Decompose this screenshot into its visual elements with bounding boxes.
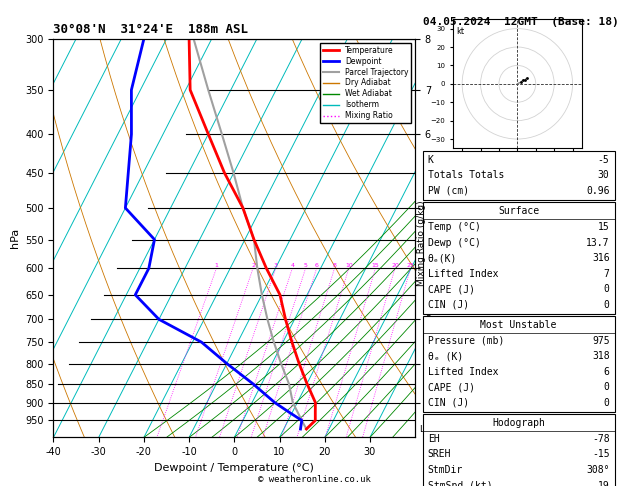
Text: 15: 15 xyxy=(372,263,379,268)
Text: 7: 7 xyxy=(604,269,610,278)
Text: 6: 6 xyxy=(604,367,610,377)
Text: 3: 3 xyxy=(274,263,277,268)
Text: CAPE (J): CAPE (J) xyxy=(428,284,475,294)
Text: 8: 8 xyxy=(333,263,337,268)
X-axis label: Dewpoint / Temperature (°C): Dewpoint / Temperature (°C) xyxy=(154,463,314,473)
Text: 0: 0 xyxy=(604,382,610,392)
Text: 1: 1 xyxy=(214,263,218,268)
Text: 975: 975 xyxy=(592,336,610,346)
Text: StmDir: StmDir xyxy=(428,465,463,475)
Text: 2: 2 xyxy=(251,263,255,268)
Text: kt: kt xyxy=(457,27,465,36)
Text: -15: -15 xyxy=(592,450,610,459)
Text: SREH: SREH xyxy=(428,450,451,459)
Text: StmSpd (kt): StmSpd (kt) xyxy=(428,481,493,486)
Text: Lifted Index: Lifted Index xyxy=(428,367,498,377)
Text: -5: -5 xyxy=(598,155,610,165)
Text: 13.7: 13.7 xyxy=(586,238,610,247)
Text: 5: 5 xyxy=(304,263,308,268)
Text: Dewp (°C): Dewp (°C) xyxy=(428,238,481,247)
Text: Totals Totals: Totals Totals xyxy=(428,171,504,180)
Text: CIN (J): CIN (J) xyxy=(428,300,469,310)
Text: 4: 4 xyxy=(291,263,294,268)
Text: 0: 0 xyxy=(604,284,610,294)
Text: Most Unstable: Most Unstable xyxy=(481,320,557,330)
Text: LCL: LCL xyxy=(419,424,435,434)
Text: 25: 25 xyxy=(406,263,415,268)
Text: 318: 318 xyxy=(592,351,610,361)
Text: Surface: Surface xyxy=(498,207,539,216)
Text: EH: EH xyxy=(428,434,440,444)
Text: θₑ(K): θₑ(K) xyxy=(428,253,457,263)
Text: -78: -78 xyxy=(592,434,610,444)
Text: PW (cm): PW (cm) xyxy=(428,186,469,196)
Text: 10: 10 xyxy=(345,263,353,268)
Text: 20: 20 xyxy=(391,263,399,268)
Text: θₑ (K): θₑ (K) xyxy=(428,351,463,361)
Text: 6: 6 xyxy=(314,263,318,268)
Text: 0: 0 xyxy=(604,300,610,310)
Text: CAPE (J): CAPE (J) xyxy=(428,382,475,392)
Text: CIN (J): CIN (J) xyxy=(428,398,469,408)
Text: 30°08'N  31°24'E  188m ASL: 30°08'N 31°24'E 188m ASL xyxy=(53,23,248,36)
Text: K: K xyxy=(428,155,433,165)
Text: 0.96: 0.96 xyxy=(586,186,610,196)
Text: Temp (°C): Temp (°C) xyxy=(428,222,481,232)
Text: Hodograph: Hodograph xyxy=(492,418,545,428)
Y-axis label: hPa: hPa xyxy=(9,228,19,248)
Text: 19: 19 xyxy=(598,481,610,486)
Legend: Temperature, Dewpoint, Parcel Trajectory, Dry Adiabat, Wet Adiabat, Isotherm, Mi: Temperature, Dewpoint, Parcel Trajectory… xyxy=(320,43,411,123)
Text: Mixing Ratio (g/kg): Mixing Ratio (g/kg) xyxy=(417,200,426,286)
Text: 316: 316 xyxy=(592,253,610,263)
Text: Pressure (mb): Pressure (mb) xyxy=(428,336,504,346)
Text: © weatheronline.co.uk: © weatheronline.co.uk xyxy=(258,474,371,484)
Text: 04.05.2024  12GMT  (Base: 18): 04.05.2024 12GMT (Base: 18) xyxy=(423,17,619,27)
Text: 15: 15 xyxy=(598,222,610,232)
Text: Lifted Index: Lifted Index xyxy=(428,269,498,278)
Text: 0: 0 xyxy=(604,398,610,408)
Text: 308°: 308° xyxy=(586,465,610,475)
Y-axis label: km
ASL: km ASL xyxy=(444,238,462,260)
Text: 30: 30 xyxy=(598,171,610,180)
